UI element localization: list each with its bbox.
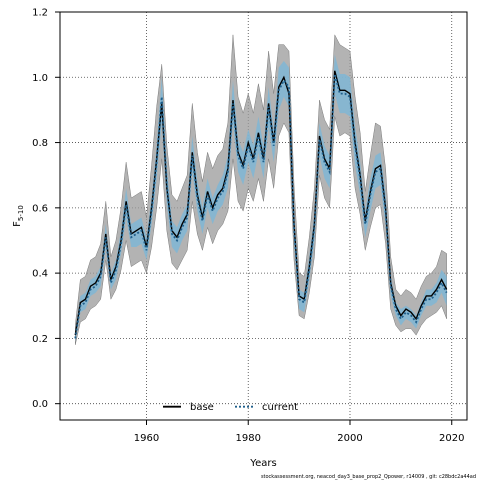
- x-tick-label: 2000: [337, 433, 362, 444]
- base-band: [75, 33, 447, 345]
- y-tick-label: 0.4: [32, 269, 48, 280]
- y-tick-label: 1.0: [32, 73, 48, 84]
- y-axis-label: F5-10: [12, 205, 25, 227]
- legend: base current: [163, 402, 298, 413]
- y-tick-label: 0.0: [32, 399, 48, 410]
- uncertainty-bands: [75, 33, 447, 345]
- y-tick-label: 1.2: [32, 8, 48, 19]
- footnote: stockassessment.org, neacod_day3_base_pr…: [261, 474, 476, 480]
- y-tick-label: 0.8: [32, 138, 48, 149]
- grid-lines: [60, 11, 467, 420]
- plot-frame: [59, 11, 468, 421]
- y-axis: 0.0 0.2 0.4 0.6 0.8 1.0 1.2: [32, 8, 60, 410]
- legend-label-base: base: [190, 402, 214, 413]
- x-axis-label: Years: [249, 458, 276, 469]
- y-axis-label-sub: 5-10: [17, 205, 25, 221]
- x-tick-label: 1960: [134, 433, 159, 444]
- y-tick-label: 0.6: [32, 203, 48, 214]
- x-axis: 1960 1980 2000 2020: [134, 420, 464, 444]
- svg-text:F5-10: F5-10: [12, 205, 25, 227]
- series-lines: [74, 70, 448, 339]
- series-line-current: [74, 73, 448, 339]
- legend-label-current: current: [262, 402, 298, 413]
- y-tick-label: 0.2: [32, 334, 48, 345]
- x-tick-label: 1980: [236, 433, 261, 444]
- x-tick-label: 2020: [439, 433, 464, 444]
- y-axis-label-main: F: [12, 221, 23, 227]
